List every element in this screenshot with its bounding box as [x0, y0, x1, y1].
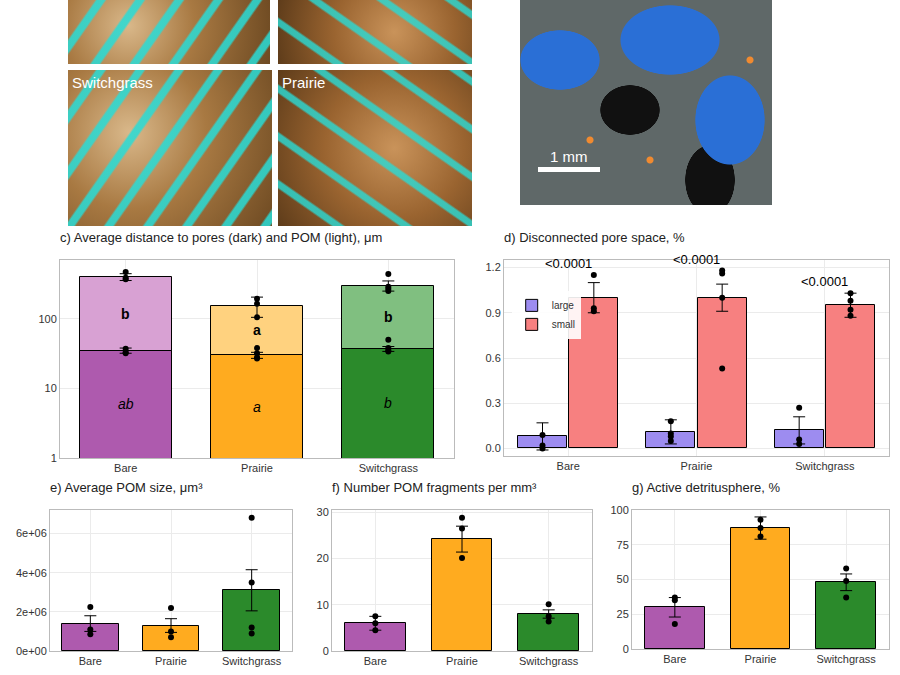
- svg-text:0.0: 0.0: [486, 442, 501, 454]
- html-text:Switchgrass: Switchgrass: [72, 74, 153, 91]
- svg-text:g) Active detritusphere, %: g) Active detritusphere, %: [632, 482, 781, 495]
- svg-text:10: 10: [317, 599, 329, 611]
- svg-text:10: 10: [45, 382, 57, 394]
- svg-text:6e+06: 6e+06: [16, 527, 47, 539]
- svg-text:b: b: [384, 395, 392, 411]
- svg-text:ab: ab: [118, 396, 134, 412]
- svg-text:30: 30: [317, 506, 329, 518]
- svg-text:100: 100: [610, 504, 628, 516]
- svg-text:c) Average distance to pores (: c) Average distance to pores (dark) and …: [60, 232, 382, 245]
- svg-text:<0.0001: <0.0001: [673, 252, 720, 267]
- svg-text:Prairie: Prairie: [241, 462, 273, 474]
- svg-text:0: 0: [623, 643, 629, 655]
- svg-text:Prairie: Prairie: [681, 460, 713, 472]
- svg-text:4e+06: 4e+06: [16, 567, 47, 579]
- svg-text:a: a: [253, 399, 261, 415]
- svg-text:Bare: Bare: [663, 653, 686, 665]
- svg-text:b: b: [384, 309, 393, 325]
- svg-text:0.9: 0.9: [486, 307, 501, 319]
- svg-text:1: 1: [51, 452, 57, 464]
- svg-text:Bare: Bare: [364, 655, 387, 667]
- svg-text:Switchgrass: Switchgrass: [222, 655, 282, 667]
- svg-text:<0.0001: <0.0001: [801, 274, 848, 289]
- svg-text:20: 20: [317, 552, 329, 564]
- svg-text:0e+00: 0e+00: [16, 645, 47, 657]
- svg-text:Switchgrass: Switchgrass: [359, 462, 419, 474]
- svg-text:Prairie: Prairie: [446, 655, 478, 667]
- svg-text:50: 50: [617, 573, 629, 585]
- svg-text:Prairie: Prairie: [155, 655, 187, 667]
- svg-text:a: a: [253, 322, 261, 338]
- svg-text:1.2: 1.2: [486, 261, 501, 273]
- svg-text:2e+06: 2e+06: [16, 606, 47, 618]
- html-text:1 mm: 1 mm: [550, 148, 588, 165]
- svg-text:0.6: 0.6: [486, 352, 501, 364]
- svg-text:100: 100: [38, 313, 56, 325]
- svg-text:f) Number POM fragments per mm: f) Number POM fragments per mm³: [332, 482, 537, 495]
- svg-text:e) Average POM size, μm³: e) Average POM size, μm³: [50, 482, 203, 495]
- svg-text:large: large: [552, 300, 575, 311]
- svg-text:Bare: Bare: [114, 462, 137, 474]
- svg-text:<0.0001: <0.0001: [545, 256, 592, 271]
- svg-text:75: 75: [617, 539, 629, 551]
- svg-text:small: small: [552, 319, 575, 330]
- svg-text:Bare: Bare: [79, 655, 102, 667]
- svg-text:Bare: Bare: [557, 460, 580, 472]
- svg-text:b: b: [121, 306, 130, 322]
- svg-text:25: 25: [617, 608, 629, 620]
- svg-text:Prairie: Prairie: [745, 653, 777, 665]
- svg-text:0.3: 0.3: [486, 397, 501, 409]
- svg-text:Switchgrass: Switchgrass: [795, 460, 855, 472]
- svg-text:Switchgrass: Switchgrass: [817, 653, 877, 665]
- svg-text:0: 0: [323, 645, 329, 657]
- html-text:Prairie: Prairie: [282, 74, 326, 91]
- svg-text:d) Disconnected pore space, %: d) Disconnected pore space, %: [504, 232, 685, 245]
- svg-text:Switchgrass: Switchgrass: [519, 655, 579, 667]
